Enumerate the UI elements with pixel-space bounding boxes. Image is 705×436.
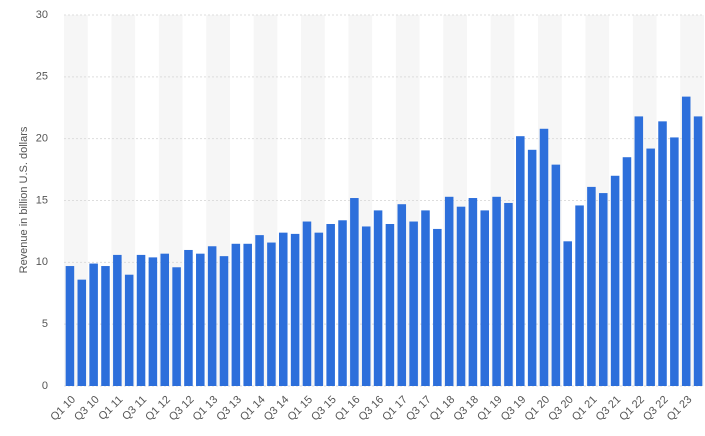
x-tick-label: Q1 13: [191, 394, 221, 424]
bar: [267, 242, 276, 386]
x-tick-label: Q1 21: [570, 394, 600, 424]
x-tick-label: Q3 15: [309, 394, 339, 424]
bar: [670, 137, 679, 386]
bar: [290, 233, 300, 386]
bar: [148, 257, 158, 386]
x-tick-label: Q1 16: [333, 394, 363, 424]
x-tick-label: Q3 13: [214, 394, 244, 424]
x-tick-label: Q3 12: [167, 394, 197, 424]
bar: [527, 149, 537, 386]
x-tick-label: Q3 10: [72, 394, 102, 424]
bar: [397, 204, 407, 386]
x-tick-label: Q1 19: [475, 394, 505, 424]
bar: [255, 235, 264, 386]
bar: [314, 232, 324, 386]
bar: [373, 210, 383, 386]
x-tick-label: Q1 17: [380, 394, 410, 424]
y-tick-label: 30: [36, 9, 48, 21]
bar: [89, 263, 98, 386]
bar: [124, 274, 134, 386]
bar: [681, 96, 691, 387]
bar: [160, 253, 170, 386]
bar: [480, 210, 490, 386]
bar: [646, 148, 655, 386]
x-tick-label: Q3 19: [499, 394, 529, 424]
x-tick-label: Q1 20: [522, 394, 552, 424]
bar: [421, 210, 430, 386]
x-tick-label: Q3 21: [594, 394, 624, 424]
bar: [516, 136, 525, 386]
bar: [622, 157, 632, 386]
bar: [113, 254, 122, 386]
bar: [587, 186, 596, 386]
bar: [136, 254, 146, 386]
x-tick-label: Q1 14: [238, 394, 268, 424]
y-tick-label: 15: [36, 194, 48, 206]
bar: [338, 220, 347, 386]
bar: [598, 193, 608, 386]
x-tick-label: Q1 22: [617, 394, 647, 424]
y-tick-label: 5: [42, 318, 48, 330]
bar: [326, 223, 335, 386]
bar: [172, 267, 181, 386]
bar: [361, 226, 371, 386]
bar: [409, 221, 418, 386]
y-tick-label: 25: [36, 71, 48, 83]
bar: [101, 266, 110, 386]
bar: [77, 279, 87, 386]
bar: [184, 249, 193, 386]
x-tick-label: Q3 18: [451, 394, 481, 424]
bar: [350, 198, 359, 386]
bar: [456, 206, 466, 386]
x-tick-label: Q1 12: [143, 394, 173, 424]
x-tick-label: Q1 18: [428, 394, 458, 424]
y-tick-label: 0: [42, 380, 48, 392]
x-tick-label: Q1 10: [48, 394, 78, 424]
bar: [551, 164, 561, 386]
bar: [444, 196, 454, 386]
bar: [65, 266, 75, 386]
x-tick-label: Q3 22: [641, 394, 671, 424]
bar: [219, 256, 229, 386]
bar: [243, 243, 252, 386]
bar: [231, 243, 241, 386]
bar: [492, 196, 501, 386]
x-tick-label: Q3 16: [357, 394, 387, 424]
bar: [468, 198, 478, 386]
y-tick-label: 20: [36, 133, 48, 145]
x-tick-label: Q3 17: [404, 394, 434, 424]
bar: [278, 232, 288, 386]
bar: [433, 228, 442, 386]
y-axis-label: Revenue in billion U.S. dollars: [18, 126, 30, 273]
y-tick-label: 10: [36, 256, 48, 268]
x-tick-label: Q3 14: [262, 394, 292, 424]
x-tick-label: Q1 23: [665, 394, 695, 424]
bar: [302, 221, 312, 386]
x-tick-label: Q1 11: [96, 394, 125, 423]
bar: [385, 223, 395, 386]
bar: [539, 128, 549, 387]
x-tick-label: Q3 20: [546, 394, 576, 424]
bar: [634, 116, 644, 386]
bar: [504, 202, 513, 386]
bar: [693, 116, 703, 386]
bar: [563, 241, 572, 386]
x-tick-label: Q3 11: [120, 394, 149, 423]
x-tick-label: Q1 15: [285, 394, 315, 424]
bar: [575, 205, 584, 386]
bar: [610, 175, 620, 386]
bar: [196, 253, 205, 386]
bar: [207, 246, 217, 386]
bar: [658, 121, 667, 386]
